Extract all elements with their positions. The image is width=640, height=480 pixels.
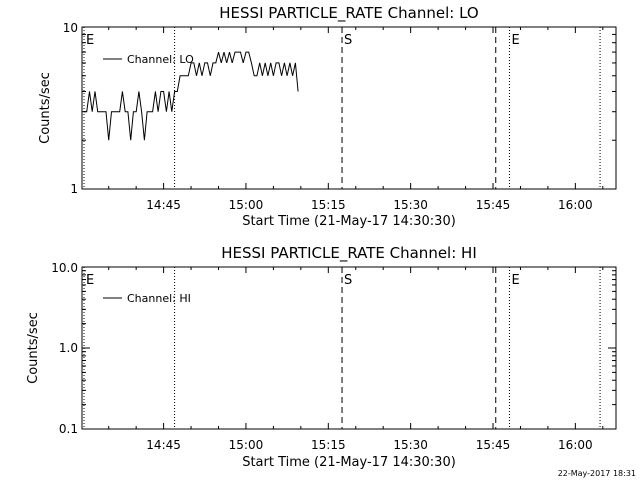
bottom-y-axis-label: Counts/sec	[26, 312, 41, 384]
bottom-legend-label: Channel: HI	[127, 292, 191, 305]
top-y-axis-label: Counts/sec	[38, 72, 53, 144]
top-ytick-label-10: 10	[63, 21, 78, 35]
bottom-marker-label: E	[511, 273, 519, 288]
bottom-ytick-label-0-1: 0.1	[59, 422, 78, 436]
top-xtick-label: 15:00	[229, 198, 264, 212]
top-xtick-label: 14:45	[146, 198, 181, 212]
top-marker-label: E	[86, 33, 94, 48]
footer-timestamp: 22-May-2017 18:31	[558, 469, 636, 478]
top-legend-label: Channel: LO	[127, 53, 194, 66]
bottom-ytick-label-1: 1.0	[59, 341, 78, 355]
top-xtick-label: 15:45	[476, 198, 511, 212]
bottom-xtick-label: 15:30	[393, 438, 428, 452]
bottom-legend: Channel: HI	[103, 292, 191, 305]
top-chart-title: HESSI PARTICLE_RATE Channel: LO	[219, 4, 478, 23]
bottom-xtick-label: 15:45	[476, 438, 511, 452]
bottom-ytick-label-10: 10.0	[51, 261, 78, 275]
top-panel: HESSI PARTICLE_RATE Channel: LO 14:45 15:…	[38, 4, 617, 229]
bottom-panel: HESSI PARTICLE_RATE Channel: HI 14:45 15:…	[26, 244, 617, 470]
bottom-chart-title: HESSI PARTICLE_RATE Channel: HI	[221, 244, 477, 263]
bottom-marker-label: S	[344, 273, 352, 288]
top-xtick-label: 16:00	[558, 198, 593, 212]
bottom-xtick-label: 15:00	[229, 438, 264, 452]
top-marker-label: E	[511, 33, 519, 48]
top-plot-frame	[81, 26, 617, 190]
bottom-y-ticks: 10.0 1.0 0.1	[51, 261, 616, 436]
bottom-xtick-label: 14:45	[146, 438, 181, 452]
top-x-ticks: 14:45 15:00 15:15 15:30 15:45 16:00	[108, 27, 604, 212]
top-ytick-label-1: 1	[70, 182, 78, 196]
top-marker-label: S	[344, 33, 352, 48]
top-xtick-label: 15:15	[311, 198, 346, 212]
top-legend: Channel: LO	[103, 53, 194, 66]
top-xtick-label: 15:30	[393, 198, 428, 212]
top-x-axis-label: Start Time (21-May-17 14:30:30)	[242, 214, 456, 229]
top-series-line-channel-lo	[84, 51, 299, 141]
bottom-marker-label: E	[86, 273, 94, 288]
top-y-ticks: 10 1	[63, 21, 616, 196]
bottom-x-ticks: 14:45 15:00 15:15 15:30 15:45 16:00	[108, 267, 604, 452]
bottom-xtick-label: 16:00	[558, 438, 593, 452]
bottom-x-axis-label: Start Time (21-May-17 14:30:30)	[242, 455, 456, 470]
bottom-xtick-label: 15:15	[311, 438, 346, 452]
